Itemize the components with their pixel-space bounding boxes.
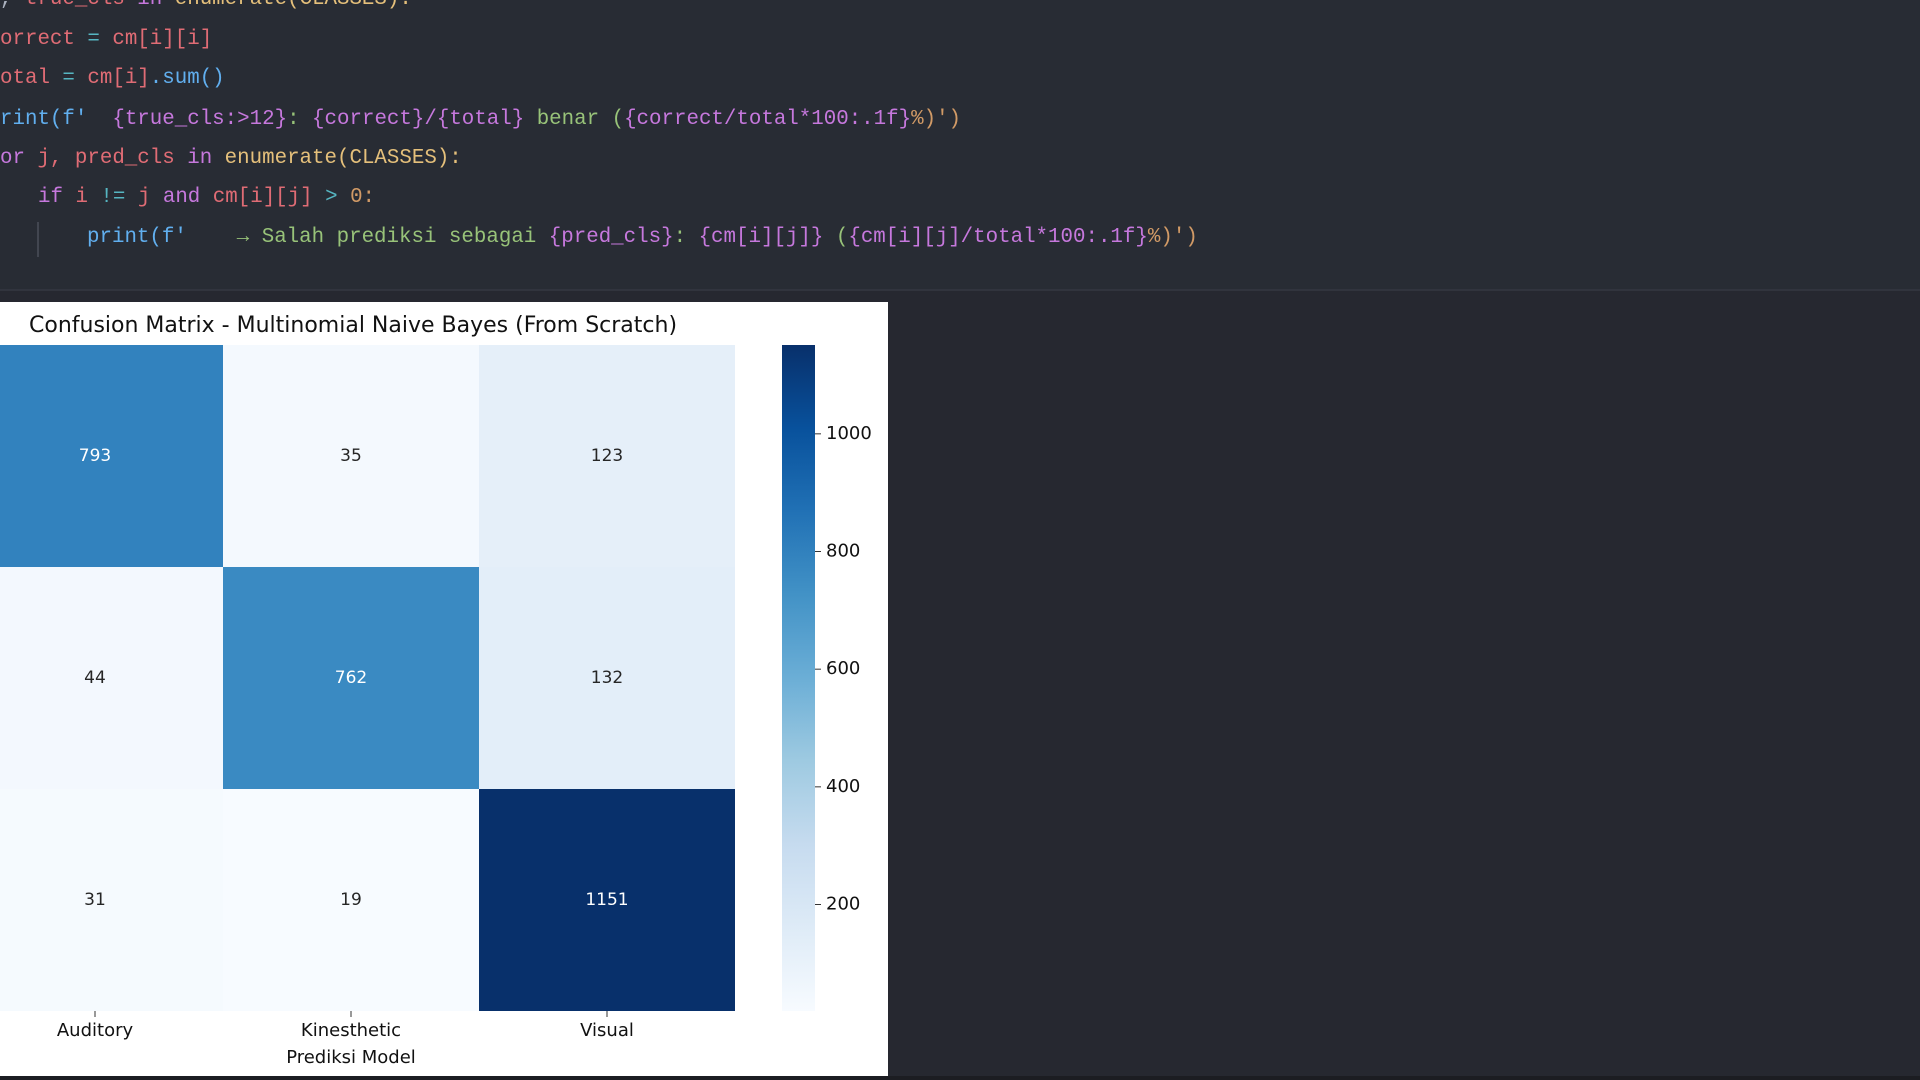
code-token: cm[i][i]	[112, 28, 212, 51]
bottom-bar	[0, 1076, 1920, 1080]
code-token: :	[287, 108, 312, 131]
code-line: rint(f' {true_cls:>12}: {correct}/{total…	[0, 108, 961, 131]
code-line: print(f' → Salah prediksi sebagai {pred_…	[87, 226, 1198, 249]
code-token: {correct/total*100:.1f}	[624, 108, 911, 131]
code-token: {pred_cls}	[549, 226, 674, 249]
code-line: orrect = cm[i][i]	[0, 28, 212, 51]
code-token: {cm[i][j]}	[699, 226, 824, 249]
code-line: otal = cm[i].sum()	[0, 67, 225, 90]
colorbar-tick-label: 200	[826, 894, 860, 915]
heatmap-cell	[479, 567, 735, 789]
code-token: orrect	[0, 28, 75, 51]
code-token: print(f'	[87, 226, 187, 249]
code-token: =	[75, 28, 112, 51]
code-token: i	[63, 186, 100, 209]
heatmap-cell	[223, 567, 479, 789]
colorbar-tick-label: 600	[826, 658, 860, 679]
code-line: , true_cls in enumerate(CLASSES):	[0, 0, 412, 11]
code-token: in	[125, 0, 175, 11]
heatmap-cell	[0, 789, 223, 1011]
code-token: j, pred_cls	[25, 147, 187, 170]
code-token: ,	[0, 0, 25, 11]
cell-label: 44	[84, 668, 106, 688]
chart-title: Confusion Matrix - Multinomial Naive Bay…	[29, 313, 677, 338]
code-token: j	[125, 186, 162, 209]
heatmap-cell	[479, 345, 735, 567]
x-tick-label: Auditory	[57, 1020, 134, 1041]
code-token: >	[325, 186, 337, 209]
cell-label: 35	[340, 446, 362, 466]
x-axis-label: Prediksi Model	[286, 1047, 416, 1068]
cell-label: 762	[335, 668, 367, 688]
heatmap-cell	[0, 345, 223, 567]
code-token: {cm[i][j]/total*100:.1f}	[848, 226, 1148, 249]
cell-label: 19	[340, 890, 362, 910]
heatmap-cell	[223, 789, 479, 1011]
x-tick-label: Visual	[580, 1020, 634, 1041]
code-token: {true_cls:>12}	[112, 108, 287, 131]
code-token: and	[163, 186, 200, 209]
colorbar-tick-label: 1000	[826, 423, 872, 444]
code-token: true_cls	[25, 0, 125, 11]
heatmap-cell	[0, 567, 223, 789]
x-tick-label: Kinesthetic	[301, 1020, 401, 1041]
code-token: .sum()	[150, 67, 225, 90]
cell-label: 31	[84, 890, 106, 910]
code-line: or j, pred_cls in enumerate(CLASSES):	[0, 147, 462, 170]
cell-label: 123	[591, 446, 623, 466]
code-token: or	[0, 147, 25, 170]
code-token: {correct}/{total}	[312, 108, 524, 131]
cell-label: 793	[79, 446, 111, 466]
code-token: !=	[100, 186, 125, 209]
code-token: cm[i][j]	[200, 186, 325, 209]
code-token: otal	[0, 67, 50, 90]
code-line: if i != j and cm[i][j] > 0:	[38, 186, 375, 209]
colorbar	[782, 345, 815, 1011]
code-token: =	[50, 67, 87, 90]
heatmap-cell	[223, 345, 479, 567]
code-token: → Salah prediksi sebagai	[187, 226, 549, 249]
code-token: in	[187, 147, 212, 170]
code-token: enumerate(CLASSES):	[175, 0, 412, 11]
code-token: (	[823, 226, 848, 249]
code-token	[87, 108, 112, 131]
colorbar-tick-label: 800	[826, 541, 860, 562]
code-token: if	[38, 186, 63, 209]
colorbar-tick-label: 400	[826, 776, 860, 797]
code-token: 0:	[338, 186, 375, 209]
code-token: %)')	[911, 108, 961, 131]
code-token: rint(f'	[0, 108, 87, 131]
cell-label: 1151	[585, 890, 628, 910]
code-token: %)')	[1148, 226, 1198, 249]
heatmap-cell	[479, 789, 735, 1011]
code-token: enumerate(CLASSES):	[212, 147, 462, 170]
code-token: :	[674, 226, 699, 249]
code-token: cm[i]	[87, 67, 149, 90]
cell-label: 132	[591, 668, 623, 688]
code-cell	[0, 0, 1920, 290]
code-token: benar (	[524, 108, 624, 131]
